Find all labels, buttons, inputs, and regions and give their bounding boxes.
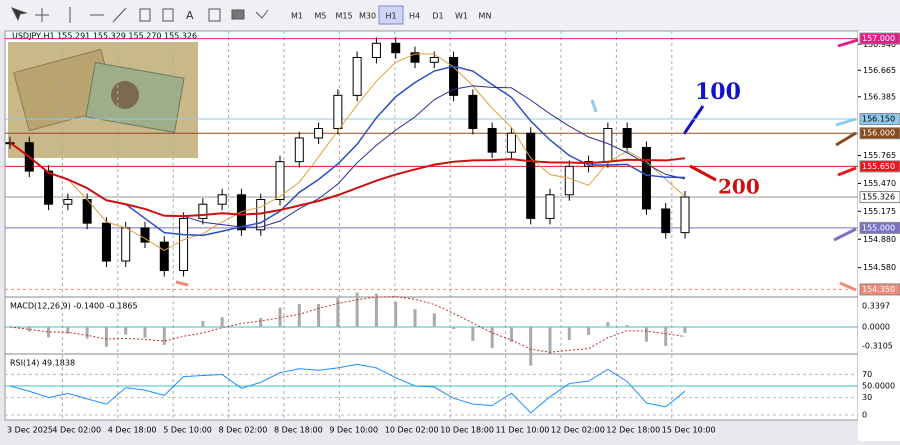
candle xyxy=(198,203,208,219)
candle xyxy=(179,217,189,271)
candle xyxy=(371,42,381,59)
price-tick-label: 155.470 xyxy=(863,179,896,188)
level-label: 155.326 xyxy=(862,193,895,202)
candle xyxy=(429,57,439,63)
candle xyxy=(506,132,516,153)
price-tick-label: 154.580 xyxy=(863,263,896,272)
time-label: 12 Dec 02:00 xyxy=(551,426,605,435)
time-label: 3 Dec 2025 xyxy=(7,426,53,435)
candle xyxy=(275,161,285,200)
level-label: 156.150 xyxy=(862,115,895,124)
rsi-tick-label: 70 xyxy=(862,370,872,379)
level-label: 155.650 xyxy=(862,162,895,171)
time-label: 5 Dec 10:00 xyxy=(163,426,212,435)
level-tag xyxy=(859,32,900,45)
rsi-tick-label: 30 xyxy=(862,393,872,402)
timeframe-button[interactable]: MN xyxy=(479,12,492,21)
time-label: 11 Dec 10:00 xyxy=(496,426,550,435)
candle xyxy=(140,227,150,243)
candle xyxy=(63,198,73,205)
price-tick-label: 156.385 xyxy=(863,92,896,101)
tool-icons: A xyxy=(10,7,269,23)
rsi-line xyxy=(9,363,686,414)
arrows xyxy=(175,38,859,292)
chart-header: USDJPY,H1 155.291 155.329 155.270 155.32… xyxy=(12,32,197,41)
time-label: 10 Dec 18:00 xyxy=(440,426,494,435)
level-tag xyxy=(859,221,900,234)
macd-tick-label: 0.0000 xyxy=(862,323,890,332)
level-label: 156.000 xyxy=(862,129,895,138)
macd-label: MACD(12,26,9) -0.1400 -0.1865 xyxy=(10,302,138,311)
candle xyxy=(622,128,632,148)
macd-tick-label: -0.3105 xyxy=(862,342,893,351)
candle xyxy=(159,241,169,271)
svg-text:A: A xyxy=(186,9,194,22)
tf-active xyxy=(378,5,404,25)
candle xyxy=(449,57,459,96)
candle xyxy=(545,194,555,219)
timeframe-button[interactable]: M1 xyxy=(291,12,303,21)
time-label: 4 Dec 18:00 xyxy=(108,426,157,435)
candle xyxy=(641,146,651,210)
price-tick-label: 156.665 xyxy=(863,66,896,75)
price-tick-label: 155.765 xyxy=(863,151,896,160)
timeframe-button[interactable]: D1 xyxy=(432,12,443,21)
rsi-tick-label: 0 xyxy=(862,411,867,420)
time-label: 15 Dec 10:00 xyxy=(662,426,716,435)
time-label: 10 Dec 02:00 xyxy=(385,426,439,435)
candle xyxy=(294,137,304,163)
timeframe-button[interactable]: M15 xyxy=(335,12,352,21)
timeframe-button[interactable]: W1 xyxy=(455,12,468,21)
level-tag xyxy=(859,127,900,140)
level-label: 155.000 xyxy=(862,223,895,232)
price-tick-label: 154.880 xyxy=(863,235,896,244)
candle xyxy=(101,222,111,262)
rsi-label: RSI(14) 49.1838 xyxy=(10,359,75,368)
price-tick-label: 155.175 xyxy=(863,207,896,216)
level-tag xyxy=(859,191,900,204)
candle xyxy=(526,132,536,219)
timeframe-button[interactable]: H4 xyxy=(409,12,420,21)
toolbar xyxy=(0,0,900,30)
candle xyxy=(333,94,343,130)
candle xyxy=(391,42,401,54)
ma-fast xyxy=(9,53,686,251)
candle xyxy=(661,208,671,234)
candle xyxy=(680,196,690,234)
macd-tick-label: 0.3397 xyxy=(862,302,890,311)
price-axis xyxy=(858,31,900,441)
candle xyxy=(217,194,227,205)
ma-200 xyxy=(9,141,686,218)
time-label: 8 Dec 18:00 xyxy=(274,426,323,435)
candle xyxy=(44,170,54,205)
candle xyxy=(121,227,131,262)
rsi-tick-label: 50.0000 xyxy=(862,382,895,391)
timeframe-button[interactable]: M30 xyxy=(359,12,376,21)
portrait xyxy=(111,81,139,109)
candle xyxy=(468,94,478,130)
time-label: 9 Dec 10:00 xyxy=(329,426,378,435)
timeframe-button[interactable]: H1 xyxy=(385,12,396,21)
time-label: 8 Dec 02:00 xyxy=(219,426,268,435)
candle xyxy=(564,165,574,196)
level-tag xyxy=(859,283,900,296)
level-label: 157.000 xyxy=(862,34,895,43)
candle xyxy=(352,57,362,96)
level-tag xyxy=(859,160,900,173)
annotation: 200 xyxy=(718,175,760,199)
timeframe-button[interactable]: M5 xyxy=(315,12,327,21)
macd-signal xyxy=(9,296,686,353)
candle xyxy=(410,52,420,63)
level-label: 154.350 xyxy=(862,285,895,294)
annotation: 100 xyxy=(695,79,741,105)
candle xyxy=(314,128,324,139)
time-label: 12 Dec 18:00 xyxy=(606,426,660,435)
candle xyxy=(487,128,497,153)
level-tag xyxy=(859,113,900,126)
time-label: 4 Dec 02:00 xyxy=(52,426,101,435)
